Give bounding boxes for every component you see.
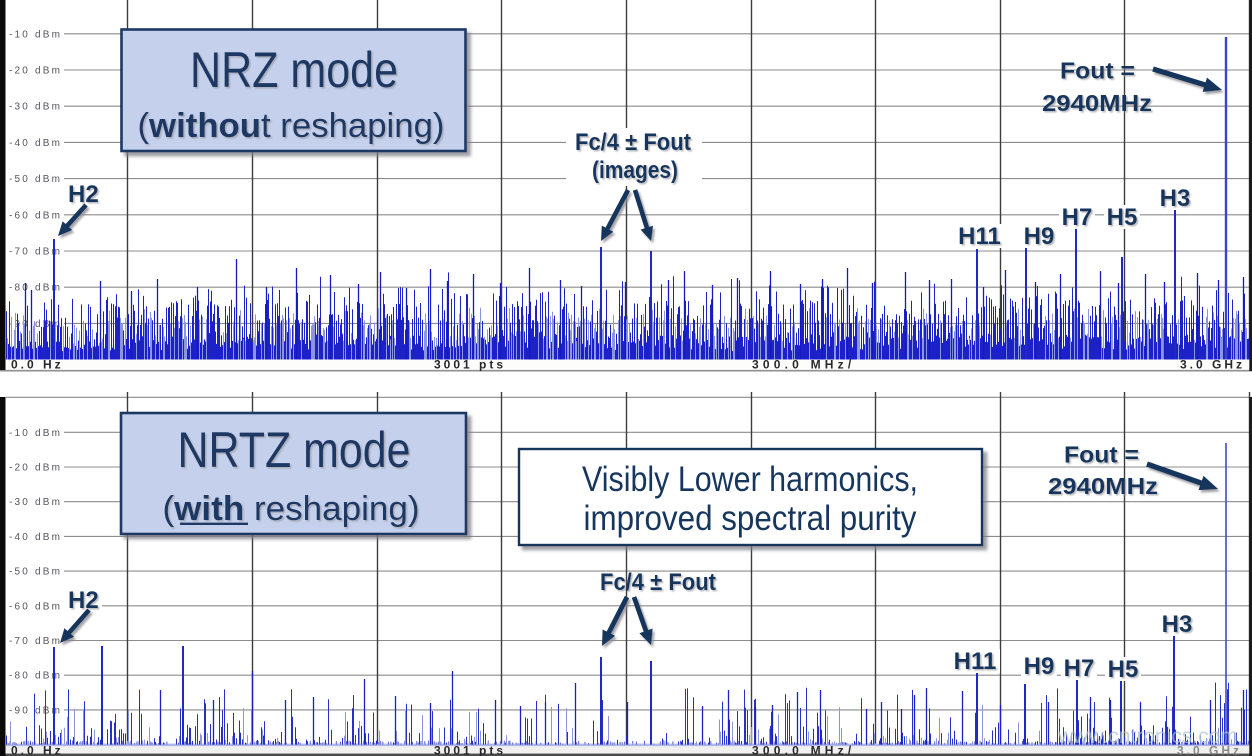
svg-text:2940MHz: 2940MHz (1048, 473, 1158, 499)
svg-text:H9: H9 (1024, 653, 1055, 680)
svg-text:Visibly Lower harmonics,: Visibly Lower harmonics, (582, 460, 918, 499)
svg-text:(images): (images) (592, 157, 678, 184)
svg-text:NRZ mode: NRZ mode (190, 42, 398, 98)
svg-text:improved spectral purity: improved spectral purity (584, 499, 917, 538)
svg-text:-80 dBm: -80 dBm (9, 671, 62, 682)
svg-text:H3: H3 (1162, 611, 1193, 638)
svg-text:H2: H2 (68, 587, 99, 614)
svg-text:3001 pts: 3001 pts (434, 743, 506, 756)
svg-text:-20 dBm: -20 dBm (9, 66, 62, 77)
svg-text:H11: H11 (954, 648, 997, 675)
svg-text:-40 dBm: -40 dBm (9, 532, 62, 543)
svg-text:2940MHz: 2940MHz (1042, 90, 1152, 116)
svg-text:0.0 Hz: 0.0 Hz (11, 743, 64, 756)
svg-text:-60 dBm: -60 dBm (9, 210, 62, 221)
svg-text:Fc/4 ± Fout: Fc/4 ± Fout (575, 129, 691, 156)
svg-text:0.0 Hz: 0.0 Hz (11, 357, 64, 371)
svg-text:-10 dBm: -10 dBm (9, 29, 62, 40)
svg-text:-80 dBm: -80 dBm (9, 283, 62, 294)
svg-text:Fout =: Fout = (1064, 442, 1139, 468)
svg-text:H11: H11 (958, 223, 1001, 250)
svg-text:300.0 MHz/: 300.0 MHz/ (752, 357, 855, 371)
svg-text:H7: H7 (1064, 655, 1095, 682)
svg-text:-30 dBm: -30 dBm (9, 102, 62, 113)
svg-text:3001 pts: 3001 pts (434, 357, 506, 371)
svg-text:-70 dBm: -70 dBm (9, 247, 62, 258)
svg-text:3.0 GHz: 3.0 GHz (1177, 743, 1242, 756)
svg-text:(with reshaping): (with reshaping) (163, 490, 420, 528)
svg-text:-10 dBm: -10 dBm (9, 428, 62, 439)
svg-text:Fc/4 ± Fout: Fc/4 ± Fout (600, 569, 716, 596)
svg-text:www.cntronics.com: www.cntronics.com (1057, 725, 1238, 748)
svg-text:H5: H5 (1108, 656, 1139, 683)
svg-text:3.0 GHz: 3.0 GHz (1180, 357, 1245, 371)
svg-text:H9: H9 (1024, 223, 1055, 250)
svg-text:H3: H3 (1160, 185, 1191, 212)
svg-text:-30 dBm: -30 dBm (9, 497, 62, 508)
svg-text:H2: H2 (68, 181, 99, 208)
svg-text:-60 dBm: -60 dBm (9, 601, 62, 612)
svg-text:(without reshaping): (without reshaping) (138, 107, 445, 145)
svg-text:-20 dBm: -20 dBm (9, 463, 62, 474)
svg-text:-70 dBm: -70 dBm (9, 636, 62, 647)
svg-text:-50 dBm: -50 dBm (9, 174, 62, 185)
svg-text:H7: H7 (1062, 204, 1093, 231)
svg-text:300.0 MHz/: 300.0 MHz/ (752, 743, 855, 756)
svg-text:NRTZ mode: NRTZ mode (178, 422, 411, 478)
svg-text:Fout =: Fout = (1060, 58, 1135, 84)
svg-text:-50 dBm: -50 dBm (9, 567, 62, 578)
svg-text:-40 dBm: -40 dBm (9, 138, 62, 149)
svg-text:H5: H5 (1107, 204, 1138, 231)
